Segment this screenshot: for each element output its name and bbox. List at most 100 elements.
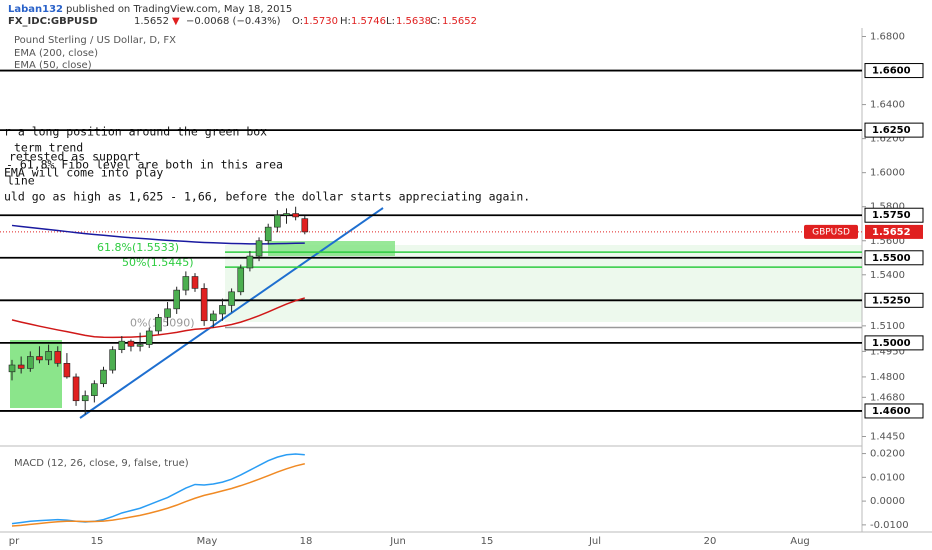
o-label: O:: [292, 16, 303, 27]
annotation: uld go as high as 1,625 - 1,66, before t…: [4, 190, 530, 204]
macd-tick-label: -0.0100: [870, 520, 909, 531]
x-tick-label: pr: [9, 536, 20, 547]
arrow: ▼: [172, 16, 180, 27]
annotation: retested as support: [9, 150, 141, 164]
level-box: [864, 292, 924, 308]
level-label: 1.6600: [872, 66, 911, 77]
candle-body: [63, 363, 71, 378]
candle-body: [26, 356, 34, 369]
candle-body: [301, 218, 309, 233]
legend-ema50: EMA (50, close): [14, 60, 92, 71]
legend-ema200: EMA (200, close): [14, 48, 98, 59]
ema50-line: [11, 297, 306, 339]
x-tick-label: 15: [91, 536, 104, 547]
candle-body: [100, 369, 107, 385]
candle-body: [292, 213, 299, 218]
published: published on TradingView.com, May 18, 20…: [66, 4, 292, 15]
macd-title: MACD (12, 26, close, 9, false, true): [14, 458, 189, 469]
level-label: 1.5000: [872, 338, 911, 349]
candle-body: [81, 395, 89, 402]
y-tick-label: 1.4450: [870, 431, 905, 442]
candle-body: [283, 213, 290, 216]
macd-tick-label: 0.0000: [870, 496, 905, 507]
l: 1.5638: [396, 16, 431, 27]
y-tick-label: 1.5600: [870, 236, 905, 247]
y-tick-label: 1.5100: [870, 321, 905, 332]
y-tick-label: 1.4800: [870, 372, 905, 383]
annotation: line: [7, 174, 35, 188]
candle-body: [237, 267, 245, 293]
x-tick-label: Aug: [790, 536, 810, 547]
header: Laban132 published on TradingView.com, M…: [8, 4, 477, 27]
y-tick-label: 1.6800: [870, 32, 905, 43]
level-label: 1.5250: [872, 295, 911, 306]
macd-line: [11, 453, 305, 525]
level-label: 1.5750: [872, 210, 911, 221]
candle-body: [173, 289, 180, 310]
y-tick-label: 1.5800: [870, 202, 905, 213]
l-label: L:: [386, 16, 395, 27]
level-box: [864, 335, 924, 351]
y-tick-label: 1.5400: [870, 270, 905, 281]
y-tick-label: 1.4950: [870, 346, 905, 357]
candle-body: [136, 344, 144, 347]
c-label: C:: [430, 16, 440, 27]
macd-line: [11, 463, 305, 527]
candle-body: [246, 255, 254, 269]
y-tick-label: 1.6200: [870, 134, 905, 145]
x-tick-label: 15: [481, 536, 494, 547]
price-value-box: [865, 224, 923, 239]
candle-body: [109, 349, 116, 371]
candle-body: [210, 313, 217, 322]
annotation: - 61,8% Fibo level are both in this area: [6, 158, 283, 172]
annotations: r a long position around the green box t…: [4, 125, 530, 204]
green-box-left: [10, 340, 62, 408]
fib-label: 0%(1.5090): [130, 317, 195, 330]
candle-body: [91, 383, 98, 396]
y-tick-label: 1.4680: [870, 392, 905, 403]
fib-zone: [225, 245, 862, 322]
price-name: GBPUSD: [812, 227, 850, 237]
level-box: [864, 403, 924, 419]
candle-body: [274, 214, 281, 228]
x-tick-label: Jun: [389, 536, 406, 547]
annotation: r a long position around the green box: [4, 125, 267, 139]
macd-tick-label: 0.0100: [870, 472, 905, 483]
candle-body: [264, 226, 272, 242]
author: Laban132: [8, 4, 63, 15]
y-tick-label: 1.6400: [870, 100, 905, 111]
candle-body: [127, 340, 135, 347]
h: 1.5746: [351, 16, 386, 27]
candle-body: [219, 305, 226, 315]
candle-body: [72, 376, 80, 402]
level-box: [864, 207, 924, 223]
change: −0.0068 (−0.43%): [186, 16, 281, 27]
candle-body: [155, 317, 162, 332]
x-tick-label: Jul: [588, 536, 601, 547]
fib-label: 61.8%(1.5533): [97, 241, 179, 254]
candle-body: [8, 364, 16, 373]
trend-line: [79, 207, 384, 419]
candle-body: [191, 276, 199, 289]
candle-body: [118, 340, 126, 350]
candle-body: [54, 351, 62, 364]
h-label: H:: [340, 16, 351, 27]
level-box: [864, 250, 924, 266]
level-label: 1.5500: [872, 253, 911, 264]
x-tick-label: 18: [300, 536, 313, 547]
candle-body: [200, 288, 208, 322]
level-box: [864, 122, 924, 138]
symbol: FX_IDC:GBPUSD: [8, 16, 98, 27]
level-label: 1.6250: [872, 125, 911, 136]
annotation: term trend: [14, 141, 83, 155]
last: 1.5652: [134, 16, 169, 27]
candle-body: [45, 351, 52, 361]
candle-body: [36, 356, 43, 361]
level-box: [864, 63, 924, 79]
y-tick-label: 1.6000: [870, 168, 905, 179]
candle-body: [164, 308, 171, 318]
candle-body: [17, 364, 25, 369]
macd-tick-label: 0.0200: [870, 449, 905, 460]
level-label: 1.4600: [872, 406, 911, 417]
